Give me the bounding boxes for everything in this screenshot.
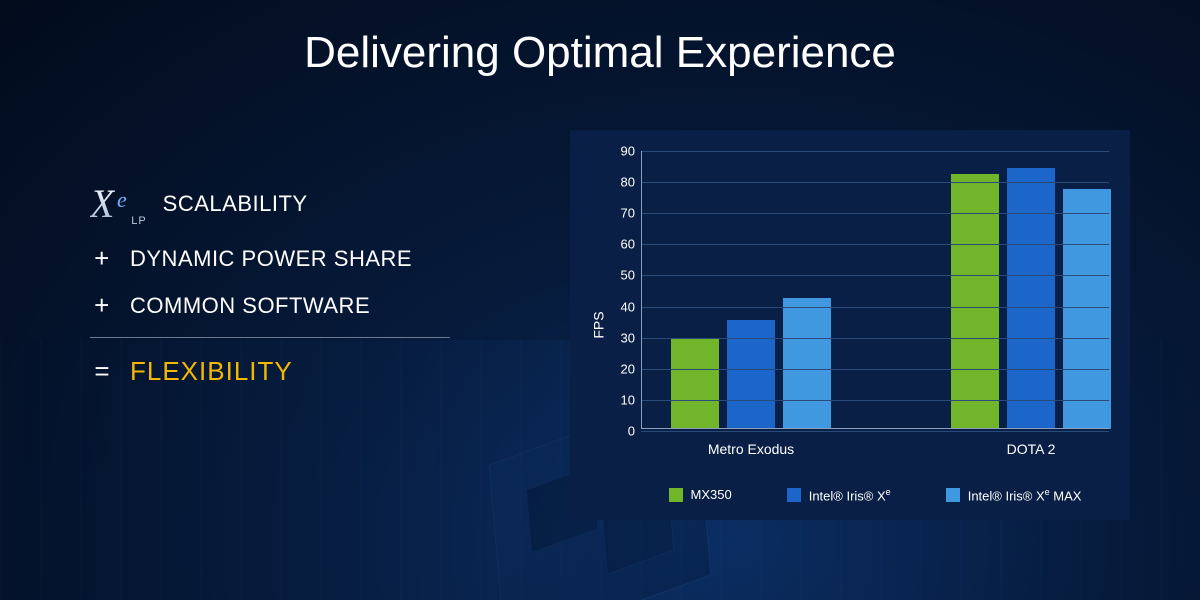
row-common-software: + COMMON SOFTWARE xyxy=(90,290,530,321)
chart-y-axis xyxy=(641,151,642,429)
chart-ytick-label: 80 xyxy=(605,175,635,190)
legend-item-mx350: MX350 xyxy=(669,487,732,502)
divider-line xyxy=(90,337,450,338)
xe-logo-lp: LP xyxy=(131,215,146,227)
chart-gridline xyxy=(641,400,1109,401)
chart-bar xyxy=(1063,189,1111,429)
chart-category-label: Metro Exodus xyxy=(708,441,794,457)
chart-x-axis xyxy=(641,428,1109,429)
chart-bar xyxy=(951,174,999,429)
legend-label: Intel® Iris® Xe MAX xyxy=(968,487,1082,503)
plus-icon: + xyxy=(90,243,114,274)
legend-label: MX350 xyxy=(691,487,732,502)
text-flexibility: FLEXIBILITY xyxy=(130,356,293,387)
chart-ytick-label: 10 xyxy=(605,392,635,407)
chart-ytick-label: 20 xyxy=(605,361,635,376)
chart-ytick-label: 30 xyxy=(605,330,635,345)
chart-gridline xyxy=(641,369,1109,370)
chart-legend: MX350 Intel® Iris® Xe Intel® Iris® Xe MA… xyxy=(641,487,1109,503)
fps-bar-chart: FPS 0102030405060708090 MX350 Intel® Iri… xyxy=(570,130,1130,520)
text-scalability: SCALABILITY xyxy=(163,191,308,217)
chart-gridline xyxy=(641,151,1109,152)
chart-ytick-label: 40 xyxy=(605,299,635,314)
text-common-software: COMMON SOFTWARE xyxy=(130,293,370,319)
chart-ytick-label: 60 xyxy=(605,237,635,252)
text-dynamic-power-share: DYNAMIC POWER SHARE xyxy=(130,246,412,272)
chart-gridline xyxy=(641,244,1109,245)
legend-swatch xyxy=(946,488,960,502)
legend-swatch xyxy=(669,488,683,502)
page-title: Delivering Optimal Experience xyxy=(0,28,1200,78)
chart-gridline xyxy=(641,431,1109,432)
row-dynamic-power-share: + DYNAMIC POWER SHARE xyxy=(90,243,530,274)
chart-ytick-label: 50 xyxy=(605,268,635,283)
legend-swatch xyxy=(787,488,801,502)
row-scalability: X e LP SCALABILITY xyxy=(90,180,530,227)
chart-bar xyxy=(671,339,719,429)
chart-bar xyxy=(1007,168,1055,429)
chart-plot-area: 0102030405060708090 xyxy=(641,151,1109,429)
chart-gridline xyxy=(641,213,1109,214)
legend-label: Intel® Iris® Xe xyxy=(809,487,891,503)
xe-logo-e: e xyxy=(117,187,127,213)
chart-bar xyxy=(727,320,775,429)
chart-category-label: DOTA 2 xyxy=(1007,441,1056,457)
equals-icon: = xyxy=(90,356,114,387)
row-result: = FLEXIBILITY xyxy=(90,356,530,387)
chart-gridline xyxy=(641,307,1109,308)
xe-logo-x: X xyxy=(90,180,115,227)
chart-ytick-label: 70 xyxy=(605,206,635,221)
left-text-panel: X e LP SCALABILITY + DYNAMIC POWER SHARE… xyxy=(90,180,530,387)
xe-lp-logo: X e LP xyxy=(90,180,147,227)
plus-icon: + xyxy=(90,290,114,321)
legend-item-iris-xe: Intel® Iris® Xe xyxy=(787,487,891,503)
chart-gridline xyxy=(641,338,1109,339)
chart-gridline xyxy=(641,182,1109,183)
chart-bars-layer xyxy=(641,151,1109,429)
chart-ytick-label: 90 xyxy=(605,144,635,159)
legend-item-iris-xe-max: Intel® Iris® Xe MAX xyxy=(946,487,1082,503)
chart-gridline xyxy=(641,275,1109,276)
chart-ytick-label: 0 xyxy=(605,424,635,439)
chart-bar xyxy=(783,298,831,429)
